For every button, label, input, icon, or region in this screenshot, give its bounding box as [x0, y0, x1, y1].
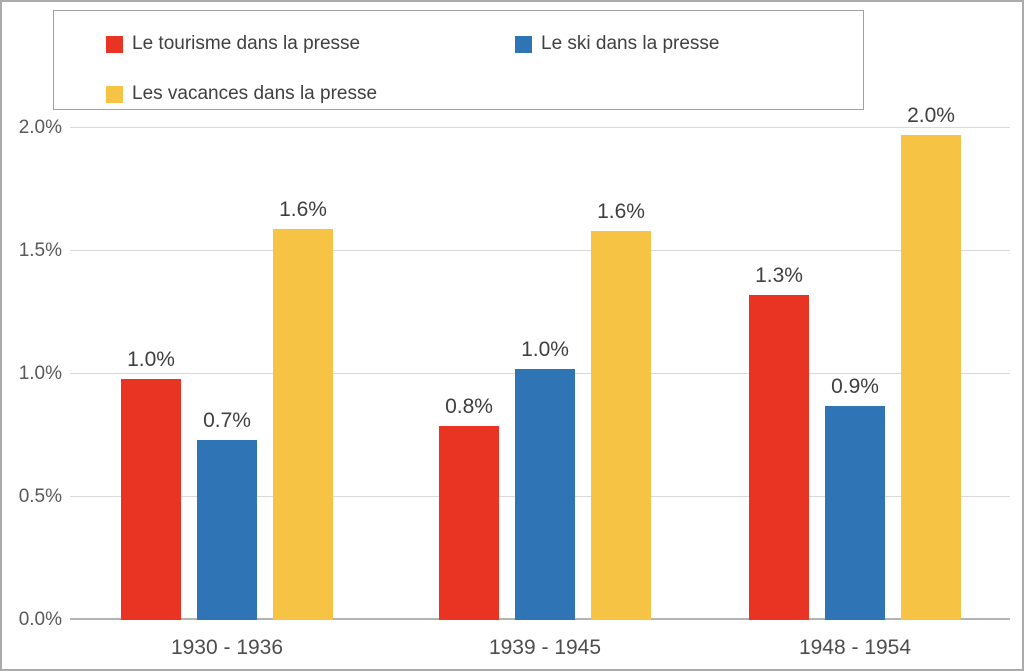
legend-label: Le tourisme dans la presse: [132, 33, 361, 54]
gridline: [70, 127, 1010, 128]
legend-swatch: [106, 35, 123, 53]
bar-value-label: 2.0%: [907, 104, 955, 127]
bar-value-label: 0.9%: [831, 375, 879, 398]
bar-value-label: 1.6%: [279, 198, 327, 221]
x-axis-category-label: 1948 - 1954: [798, 636, 912, 659]
legend-item: Le tourisme dans la presse: [106, 27, 360, 61]
legend-swatch: [515, 35, 532, 53]
bar-value-label: 1.0%: [127, 348, 175, 371]
bar-value-label: 0.7%: [203, 409, 251, 432]
bar-value-label: 1.3%: [755, 264, 803, 287]
bar: [273, 229, 333, 620]
x-axis-category-label: 1930 - 1936: [170, 636, 284, 659]
chart-legend: Le tourisme dans la presse Le ski dans l…: [53, 10, 864, 110]
legend-label: Les vacances dans la presse: [132, 83, 378, 104]
legend-item: Les vacances dans la presse: [106, 77, 377, 111]
legend-item: Le ski dans la presse: [515, 27, 720, 61]
bar: [749, 295, 809, 620]
bar: [121, 379, 181, 620]
y-axis-tick-label: 1.5%: [18, 240, 62, 261]
bar: [825, 406, 885, 620]
bar: [439, 426, 499, 620]
y-axis-tick-label: 0.0%: [18, 609, 62, 630]
bar: [901, 135, 961, 620]
bar-value-label: 1.0%: [521, 338, 569, 361]
legend-label: Le ski dans la presse: [541, 33, 720, 54]
bar-value-label: 1.6%: [597, 200, 645, 223]
legend-swatch: [106, 85, 123, 103]
bar: [515, 369, 575, 620]
gridline: [70, 250, 1010, 251]
bar: [197, 440, 257, 620]
x-axis-category-label: 1939 - 1945: [488, 636, 602, 659]
bar-value-label: 0.8%: [445, 395, 493, 418]
y-axis-tick-label: 1.0%: [18, 363, 62, 384]
y-axis-tick-label: 2.0%: [18, 117, 62, 138]
bar: [591, 231, 651, 620]
y-axis-tick-label: 0.5%: [18, 486, 62, 507]
